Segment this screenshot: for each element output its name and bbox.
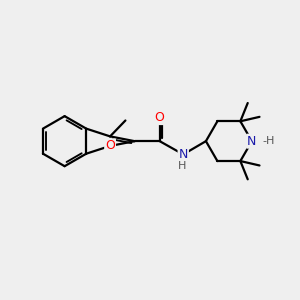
Text: N: N: [178, 148, 188, 161]
Text: O: O: [155, 111, 165, 124]
Text: O: O: [105, 140, 115, 152]
Text: N: N: [247, 135, 256, 148]
Text: -H: -H: [263, 136, 275, 146]
Text: H: H: [178, 160, 186, 171]
